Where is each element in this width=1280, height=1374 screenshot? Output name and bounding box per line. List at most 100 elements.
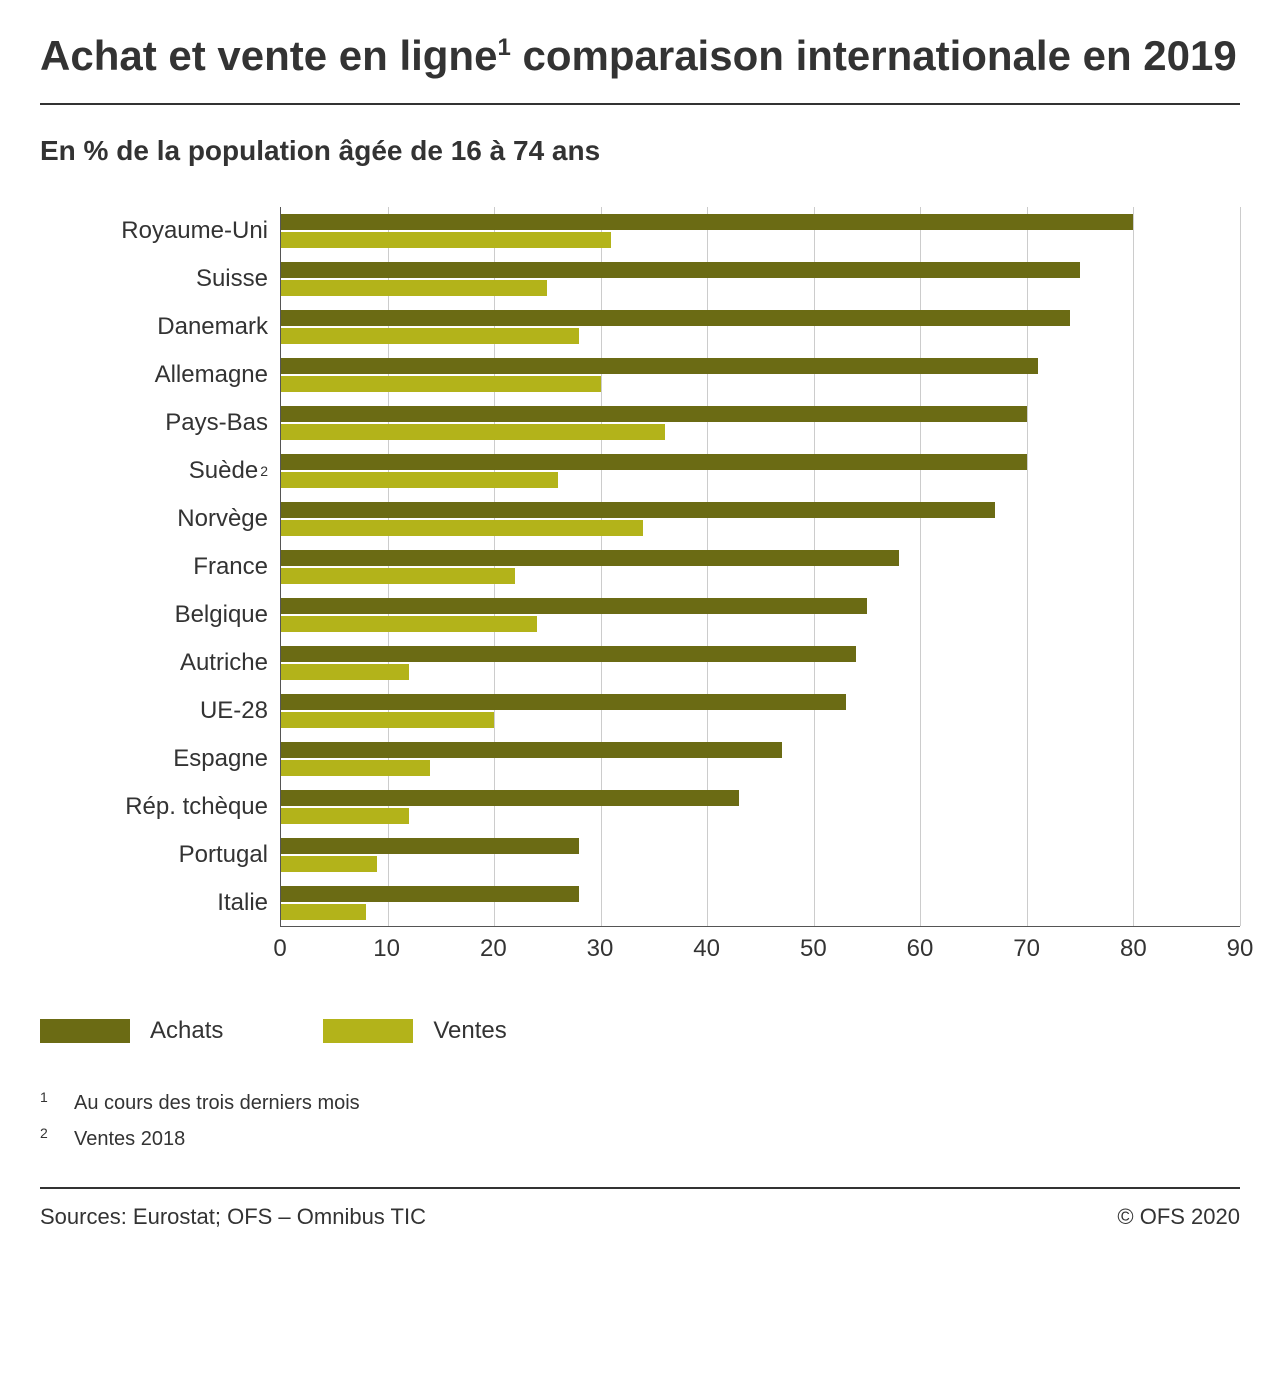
footer-divider	[40, 1187, 1240, 1189]
bar-ventes	[281, 376, 601, 392]
category-label: Danemark	[157, 313, 268, 341]
footnote-row: 2 Ventes 2018	[40, 1121, 1240, 1157]
bar-group	[281, 207, 1240, 255]
bar-achats	[281, 454, 1027, 470]
y-axis-label: Royaume-Uni	[40, 207, 280, 255]
bar-group	[281, 687, 1240, 735]
x-axis-tick: 0	[273, 935, 286, 963]
y-axis-label: Italie	[40, 879, 280, 927]
y-axis-label: Espagne	[40, 735, 280, 783]
bar-group	[281, 543, 1240, 591]
category-label: Autriche	[180, 649, 268, 677]
category-label: Norvège	[177, 505, 268, 533]
x-axis-tick: 20	[480, 935, 507, 963]
bar-group	[281, 495, 1240, 543]
category-label: Pays-Bas	[165, 409, 268, 437]
x-axis-tick: 80	[1120, 935, 1147, 963]
copyright-label: © OFS 2020	[1117, 1204, 1240, 1230]
chart-plot-area: Royaume-Uni Suisse Danemark Allemagne Pays-B…	[40, 207, 1240, 927]
bar-ventes	[281, 472, 558, 488]
bar-achats	[281, 886, 579, 902]
chart-title: Achat et vente en ligne1 comparaison int…	[40, 30, 1240, 83]
footnote-number: 2	[40, 1121, 54, 1157]
footnote-row: 1Au cours des trois derniers mois	[40, 1085, 1240, 1121]
bar-group	[281, 879, 1240, 927]
bar-achats	[281, 310, 1070, 326]
bar-group	[281, 783, 1240, 831]
title-text-1: Achat et vente en ligne	[40, 32, 497, 79]
bar-achats	[281, 838, 579, 854]
y-axis-label: France	[40, 543, 280, 591]
y-axis-label: Portugal	[40, 831, 280, 879]
bar-achats	[281, 742, 782, 758]
bar-ventes	[281, 712, 494, 728]
bar-achats	[281, 646, 856, 662]
legend-label: Achats	[150, 1017, 223, 1045]
chart-plot	[280, 207, 1240, 927]
x-axis-tick: 70	[1013, 935, 1040, 963]
category-label: Allemagne	[155, 361, 268, 389]
category-label: Portugal	[179, 841, 268, 869]
bar-group	[281, 351, 1240, 399]
bar-ventes	[281, 568, 515, 584]
title-footnote-ref: 1	[497, 34, 510, 61]
chart-footer: Sources: Eurostat; OFS – Omnibus TIC © O…	[40, 1204, 1240, 1230]
category-label: Suisse	[196, 265, 268, 293]
bar-ventes	[281, 232, 611, 248]
bar-achats	[281, 214, 1133, 230]
bar-group	[281, 303, 1240, 351]
bar-achats	[281, 358, 1038, 374]
legend-label: Ventes	[433, 1017, 506, 1045]
bar-ventes	[281, 520, 643, 536]
category-label: Royaume-Uni	[121, 217, 268, 245]
category-label: Italie	[217, 889, 268, 917]
legend-swatch	[323, 1019, 413, 1043]
bar-achats	[281, 262, 1080, 278]
title-text-2: comparaison internationale en 2019	[511, 32, 1237, 79]
y-axis-label: Suède 2	[40, 447, 280, 495]
bar-group	[281, 591, 1240, 639]
bar-achats	[281, 790, 739, 806]
y-axis-label: Pays-Bas	[40, 399, 280, 447]
bar-group	[281, 399, 1240, 447]
bar-achats	[281, 694, 846, 710]
y-axis-label: Belgique	[40, 591, 280, 639]
y-axis-label: Suisse	[40, 255, 280, 303]
x-axis-tick: 60	[907, 935, 934, 963]
y-axis-label: Autriche	[40, 639, 280, 687]
y-axis-label: Danemark	[40, 303, 280, 351]
bar-ventes	[281, 616, 537, 632]
y-axis-labels: Royaume-Uni Suisse Danemark Allemagne Pays-B…	[40, 207, 280, 927]
category-label: UE-28	[200, 697, 268, 725]
x-axis-tick: 40	[693, 935, 720, 963]
y-axis-label: Rép. tchèque	[40, 783, 280, 831]
bar-achats	[281, 550, 899, 566]
bar-ventes	[281, 904, 366, 920]
x-axis-tick: 30	[587, 935, 614, 963]
chart-container: Achat et vente en ligne1 comparaison int…	[0, 0, 1280, 1374]
title-divider	[40, 103, 1240, 105]
legend-item: Achats	[40, 1017, 223, 1045]
bar-achats	[281, 598, 867, 614]
category-label: Suède	[189, 457, 258, 485]
bar-group	[281, 735, 1240, 783]
bar-groups	[281, 207, 1240, 927]
bar-ventes	[281, 856, 377, 872]
y-axis-label: UE-28	[40, 687, 280, 735]
legend-item: Ventes	[323, 1017, 506, 1045]
bar-ventes	[281, 760, 430, 776]
category-footnote-ref: 2	[260, 463, 268, 479]
footnotes: 1Au cours des trois derniers mois2 Ventes…	[40, 1085, 1240, 1157]
bar-group	[281, 831, 1240, 879]
category-label: Rép. tchèque	[125, 793, 268, 821]
x-axis-tick: 90	[1227, 935, 1254, 963]
gridline	[1240, 207, 1241, 926]
legend-swatch	[40, 1019, 130, 1043]
bar-group	[281, 447, 1240, 495]
bar-achats	[281, 406, 1027, 422]
bar-ventes	[281, 280, 547, 296]
y-axis-label: Allemagne	[40, 351, 280, 399]
footnote-text: Ventes 2018	[74, 1121, 185, 1157]
bar-achats	[281, 502, 995, 518]
bar-ventes	[281, 664, 409, 680]
